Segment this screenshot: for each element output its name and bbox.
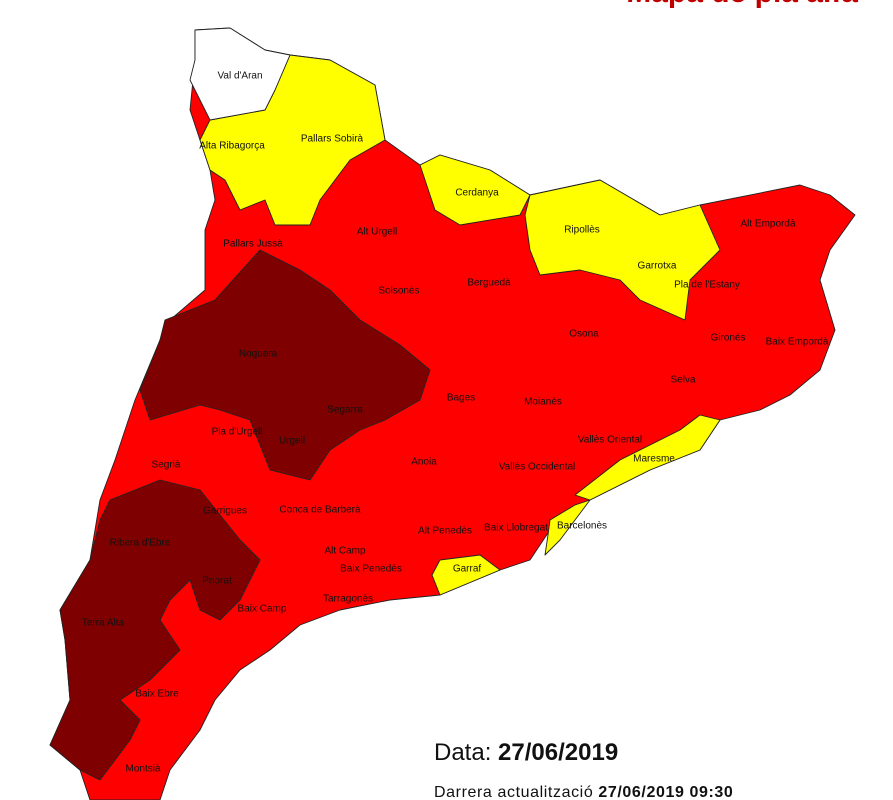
region-label: Noguera xyxy=(239,349,278,360)
date-line: Data: 27/06/2019 xyxy=(434,739,618,766)
yellow-area xyxy=(419,154,531,226)
date-value: 27/06/2019 xyxy=(498,739,618,766)
date-label: Data: xyxy=(434,739,491,766)
region-label: Pallars Jussà xyxy=(223,239,283,250)
yellow-area xyxy=(431,554,501,596)
region-label: Osona xyxy=(569,329,599,340)
region-label: Moianès xyxy=(524,397,562,408)
region-label: Vallès Oriental xyxy=(578,435,642,446)
region-label: Conca de Barberà xyxy=(279,505,361,516)
region-label: Val d'Aran xyxy=(217,71,262,82)
region-label: Baix Llobregat xyxy=(484,523,548,534)
region-label: Montsià xyxy=(125,764,160,775)
region-label: Alt Camp xyxy=(324,546,366,557)
region-label: Alt Penedès xyxy=(418,526,472,537)
region-label: Barcelonès xyxy=(557,521,607,532)
title: Mapa de pla alfa xyxy=(626,0,858,9)
region-label: Pallars Sobirà xyxy=(301,134,364,145)
region-label: Segarra xyxy=(327,405,363,416)
yellow-area xyxy=(544,499,591,556)
region-label: Garrigues xyxy=(203,506,247,517)
region-label: Priorat xyxy=(202,576,232,587)
region-label: Baix Ebre xyxy=(135,689,179,700)
region-label: Tarragonès xyxy=(323,594,373,605)
region-label: Urgell xyxy=(279,436,305,447)
region-label: Baix Camp xyxy=(238,604,287,615)
region-label: Garraf xyxy=(453,564,482,575)
update-line: Darrera actualització 27/06/2019 09:30 xyxy=(434,784,733,800)
region-label: Solsonès xyxy=(378,286,419,297)
region-label: Selva xyxy=(670,375,695,386)
dark-red-area xyxy=(139,249,431,481)
region-labels: Val d'Aran Alta Ribagorça Pallars Sobirà Ce… xyxy=(82,71,829,775)
update-value: 27/06/2019 09:30 xyxy=(598,784,733,800)
region-label: Segrià xyxy=(152,460,181,471)
region-label: Alta Ribagorça xyxy=(199,141,265,152)
region-label: Cerdanya xyxy=(455,188,499,199)
white-area xyxy=(189,27,291,121)
region-label: Pla de l'Estany xyxy=(674,280,740,291)
region-label: Garrotxa xyxy=(638,261,677,272)
region-label: Alt Urgell xyxy=(357,227,398,238)
region-label: Berguedà xyxy=(467,278,511,289)
region-label: Bages xyxy=(447,393,475,404)
region-label: Vallès Occidental xyxy=(499,462,576,473)
region-label: Gironès xyxy=(710,333,745,344)
region-label: Baix Penedès xyxy=(340,564,402,575)
update-label: Darrera actualització xyxy=(434,784,593,800)
dark-red-area xyxy=(49,479,261,781)
region-label: Anoia xyxy=(411,457,437,468)
yellow-area xyxy=(524,179,721,321)
region-label: Ripollès xyxy=(564,225,600,236)
region-label: Baix Empordà xyxy=(766,337,829,348)
region-label: Pla d'Urgell xyxy=(212,427,263,438)
region-label: Alt Empordà xyxy=(740,219,795,230)
region-label: Ribera d'Ebre xyxy=(110,538,171,549)
region-label: Terra Alta xyxy=(82,618,125,629)
region-label: Maresme xyxy=(633,454,675,465)
